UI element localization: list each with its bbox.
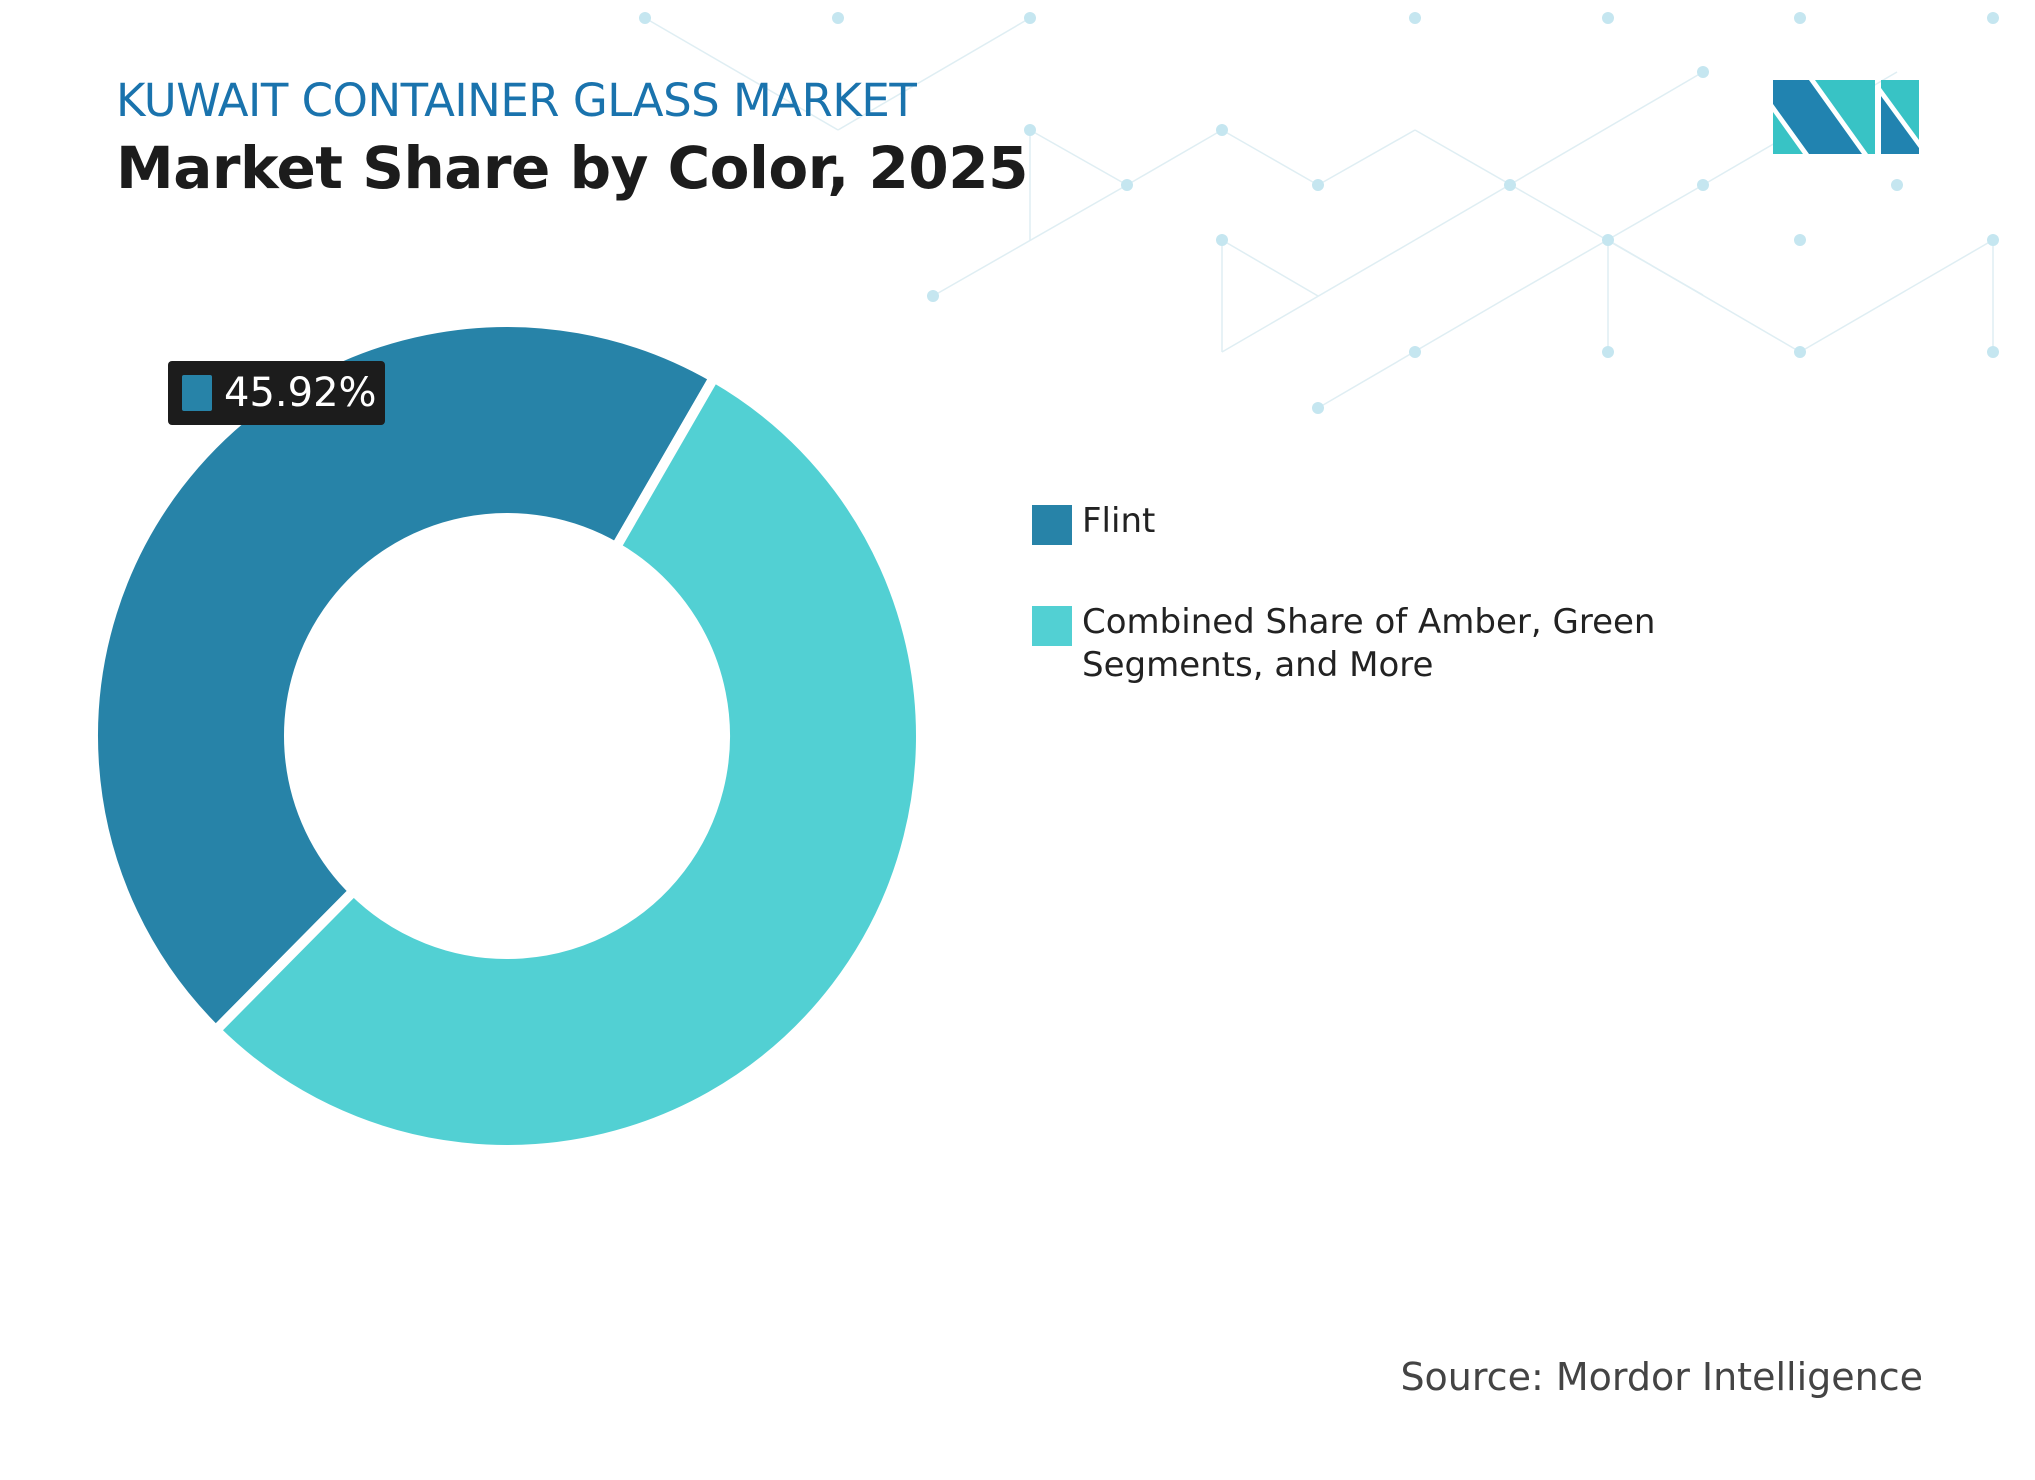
pattern-dot xyxy=(1121,179,1133,191)
pattern-dot xyxy=(1409,346,1421,358)
legend: Flint Combined Share of Amber, Green Seg… xyxy=(1032,500,1762,743)
pattern-dot xyxy=(1987,234,1999,246)
pattern-line xyxy=(837,17,1031,131)
pattern-dot xyxy=(1602,12,1614,24)
chart-title: Market Share by Color, 2025 xyxy=(116,134,1028,202)
pattern-dot xyxy=(1987,12,1999,24)
pattern-dot xyxy=(1697,66,1709,78)
pattern-dot xyxy=(1987,346,1999,358)
legend-swatch xyxy=(1032,606,1072,646)
pattern-dot xyxy=(639,12,651,24)
pattern-dot xyxy=(1409,12,1421,24)
pattern-line xyxy=(644,17,839,131)
pattern-dot xyxy=(1216,234,1228,246)
pattern-dot xyxy=(1602,234,1614,246)
pattern-dot xyxy=(1216,124,1228,136)
pattern-dot xyxy=(832,12,844,24)
pattern-line xyxy=(1029,129,1128,186)
pattern-dot xyxy=(1794,234,1806,246)
donut-slice-1 xyxy=(208,370,926,1155)
pattern-dot xyxy=(1602,346,1614,358)
chart-subtitle: KUWAIT CONTAINER GLASS MARKET xyxy=(116,74,917,127)
pattern-line xyxy=(932,184,1128,297)
legend-swatch xyxy=(1032,505,1072,545)
legend-item-combined: Combined Share of Amber, Green Segments,… xyxy=(1032,601,1762,687)
pattern-dot xyxy=(1794,12,1806,24)
pattern-line xyxy=(1126,129,1223,186)
pattern-dot xyxy=(1312,179,1324,191)
source-note: Source: Mordor Intelligence xyxy=(1400,1355,1923,1399)
data-label-value: 45.92% xyxy=(224,370,377,416)
pattern-dot xyxy=(1504,179,1516,191)
legend-label: Flint xyxy=(1082,501,1156,541)
pattern-dot xyxy=(1794,346,1806,358)
pattern-line xyxy=(1317,129,1416,186)
pattern-dot xyxy=(1312,402,1324,414)
pattern-line xyxy=(1414,71,1704,241)
donut-slice-0 xyxy=(88,317,721,1038)
pattern-line xyxy=(1607,239,1801,353)
legend-item-flint: Flint xyxy=(1032,500,1762,545)
pattern-line xyxy=(1221,239,1319,297)
pattern-dot xyxy=(1697,179,1709,191)
pattern-line xyxy=(1221,239,1416,353)
mordor-intelligence-logo xyxy=(1773,80,1919,154)
pattern-dot xyxy=(1024,12,1036,24)
pattern-line xyxy=(1221,129,1319,186)
legend-label: Combined Share of Amber, Green Segments,… xyxy=(1082,602,1656,685)
data-label-swatch xyxy=(182,375,212,411)
pattern-line xyxy=(1799,239,1994,353)
donut-chart xyxy=(88,317,926,1155)
data-label-flint: 45.92% xyxy=(168,361,385,425)
pattern-dot xyxy=(1891,179,1903,191)
pattern-dot xyxy=(927,290,939,302)
pattern-dot xyxy=(1024,124,1036,136)
